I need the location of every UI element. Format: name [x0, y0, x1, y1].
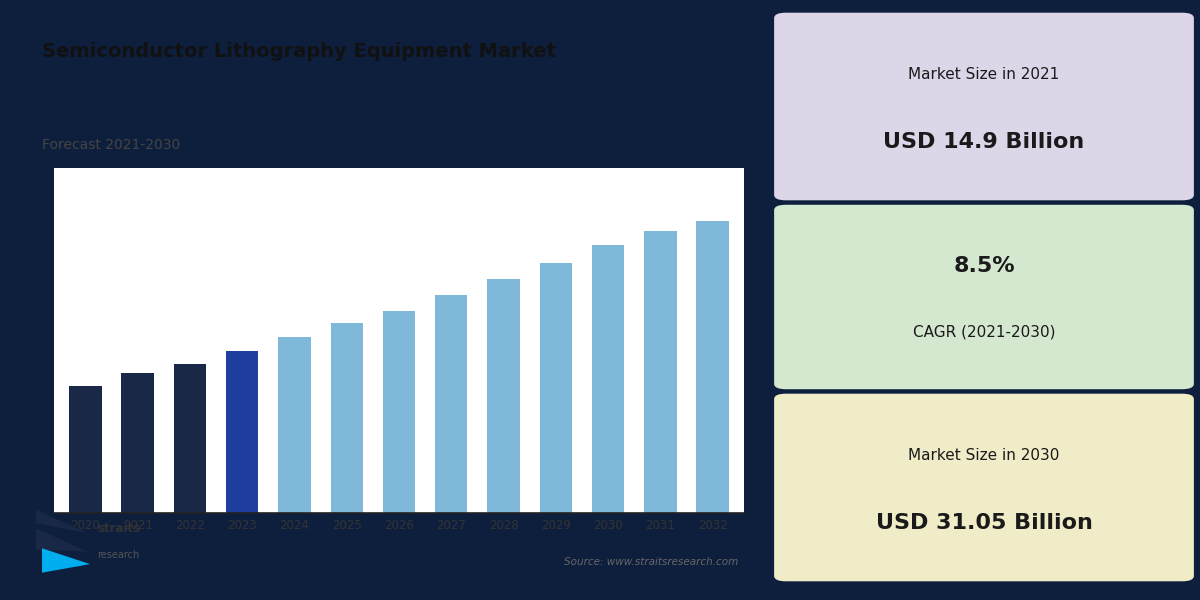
- FancyBboxPatch shape: [774, 13, 1194, 200]
- Bar: [70, 386, 102, 513]
- Bar: [696, 221, 728, 513]
- Text: straits: straits: [97, 522, 140, 535]
- Polygon shape: [42, 548, 90, 572]
- Text: Market Size in 2021: Market Size in 2021: [908, 67, 1060, 82]
- Polygon shape: [36, 510, 88, 533]
- Bar: [436, 295, 468, 513]
- Text: research: research: [97, 550, 139, 560]
- Bar: [278, 337, 311, 513]
- Bar: [121, 373, 154, 513]
- Bar: [174, 364, 206, 513]
- Text: Market Size in 2030: Market Size in 2030: [908, 448, 1060, 463]
- Text: CAGR (2021-2030): CAGR (2021-2030): [913, 324, 1055, 340]
- Text: Semiconductor Lithography Equipment Market: Semiconductor Lithography Equipment Mark…: [42, 42, 556, 61]
- Bar: [226, 351, 258, 513]
- Bar: [644, 230, 677, 513]
- Text: Source: www.straitsresearch.com: Source: www.straitsresearch.com: [564, 557, 738, 567]
- Bar: [383, 311, 415, 513]
- Text: 8.5%: 8.5%: [953, 256, 1015, 275]
- Bar: [330, 323, 362, 513]
- Text: USD 31.05 Billion: USD 31.05 Billion: [876, 513, 1092, 533]
- Polygon shape: [36, 529, 88, 551]
- Text: Forecast 2021-2030: Forecast 2021-2030: [42, 138, 180, 152]
- FancyBboxPatch shape: [774, 394, 1194, 581]
- FancyBboxPatch shape: [774, 205, 1194, 389]
- Bar: [487, 280, 520, 513]
- Text: USD 14.9 Billion: USD 14.9 Billion: [883, 132, 1085, 152]
- Bar: [540, 263, 572, 513]
- Bar: [592, 245, 624, 513]
